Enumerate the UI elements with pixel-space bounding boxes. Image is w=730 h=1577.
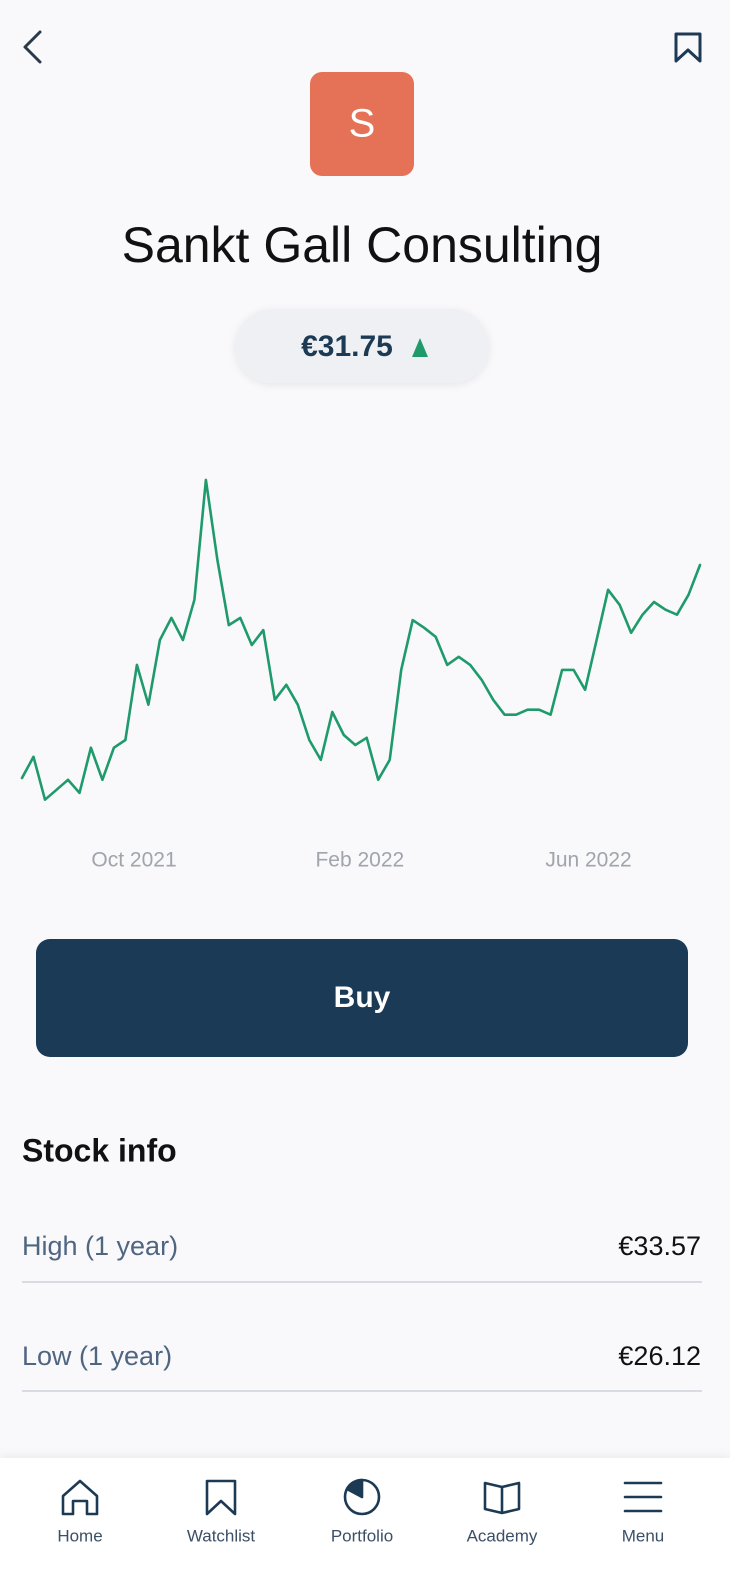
price-line <box>20 478 702 801</box>
nav-menu[interactable]: Menu <box>622 1481 665 1545</box>
nav-label[interactable]: Academy <box>467 1526 538 1545</box>
buy-label[interactable]: Buy <box>334 981 391 1014</box>
nav-label[interactable]: Watchlist <box>187 1526 256 1545</box>
x-tick-label: Feb 2022 <box>315 849 404 872</box>
nav-label[interactable]: Home <box>57 1526 102 1545</box>
up-arrow <box>412 338 428 357</box>
info-label: High (1 year) <box>22 1231 178 1261</box>
buy-button[interactable]: Buy <box>36 939 688 1057</box>
nav-portfolio[interactable]: Portfolio <box>331 1478 393 1545</box>
section-title: Stock info <box>22 1132 177 1168</box>
info-label: Low (1 year) <box>22 1341 172 1371</box>
nav-watchlist[interactable]: Watchlist <box>187 1479 256 1545</box>
x-tick-label: Oct 2021 <box>91 849 176 872</box>
nav-academy[interactable]: Academy <box>467 1481 538 1545</box>
nav-label[interactable]: Portfolio <box>331 1526 393 1545</box>
logo <box>310 72 414 176</box>
x-tick-label: Jun 2022 <box>545 849 631 872</box>
price-pill <box>235 309 489 383</box>
price: €31.75 <box>301 330 393 363</box>
back-button[interactable] <box>10 24 54 68</box>
bookmark-button[interactable] <box>666 24 710 68</box>
info-value: €26.12 <box>618 1341 701 1371</box>
chart: Oct 2021 Feb 2022 Jun 2022 <box>20 478 702 872</box>
company-name: Sankt Gall Consulting <box>122 217 603 273</box>
logo-letter: S <box>349 102 376 146</box>
nav-label[interactable]: Menu <box>622 1526 665 1545</box>
info-value: €33.57 <box>618 1231 701 1261</box>
nav-bar <box>0 1458 730 1577</box>
nav-home[interactable]: Home <box>57 1479 103 1545</box>
